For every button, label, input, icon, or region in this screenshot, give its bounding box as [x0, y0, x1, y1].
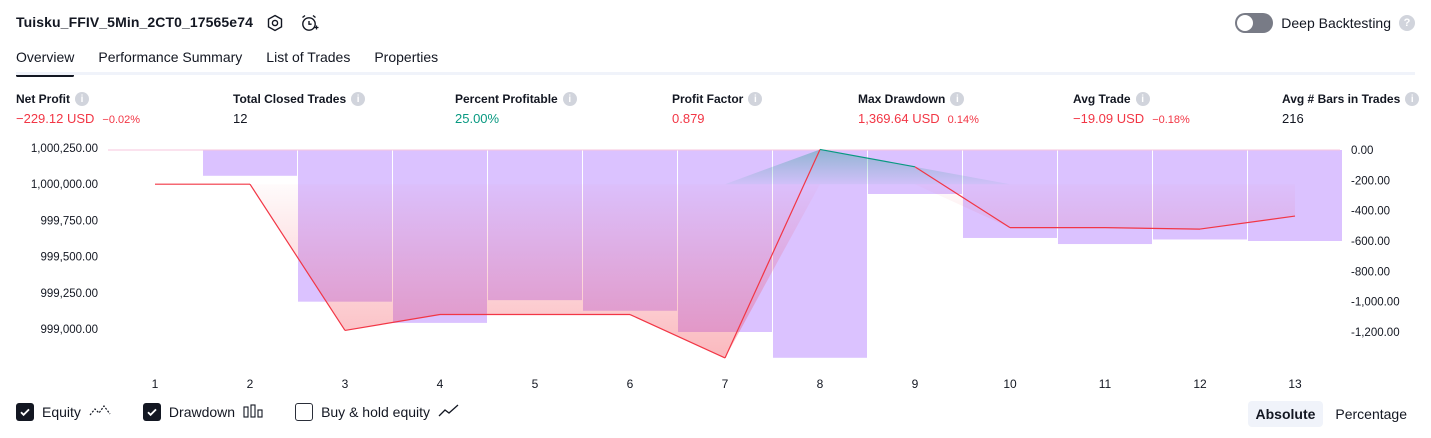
x-axis-tick-label: 9: [912, 377, 919, 391]
equity-segment: [914, 166, 1011, 229]
metric-net-profit: Net Profit i −229.12 USD −0.02%: [16, 92, 140, 126]
x-axis-tick-label: 12: [1193, 377, 1207, 391]
report-tabs: Overview Performance Summary List of Tra…: [16, 45, 462, 77]
x-axis-tick-label: 4: [437, 377, 444, 391]
metric-label: Avg # Bars in Trades: [1282, 92, 1401, 106]
line-chart-icon: [438, 404, 460, 421]
right-axis-tick-label: -200.00: [1351, 175, 1390, 187]
metric-total-closed-trades: Total Closed Trades i 12: [233, 92, 366, 126]
left-axis-tick-label: 999,750.00: [40, 215, 98, 227]
x-axis-tick-label: 1: [152, 377, 159, 391]
tab-list-of-trades[interactable]: List of Trades: [266, 49, 351, 65]
equity-segment: [629, 313, 726, 359]
metric-label: Total Closed Trades: [233, 92, 347, 106]
help-icon[interactable]: ?: [1399, 15, 1415, 31]
tab-performance-summary[interactable]: Performance Summary: [98, 49, 243, 65]
info-icon[interactable]: i: [1405, 92, 1420, 106]
absolute-button[interactable]: Absolute: [1247, 401, 1324, 427]
right-axis-tick-label: 0.00: [1351, 145, 1373, 157]
x-axis-tick-label: 2: [247, 377, 254, 391]
x-axis-tick-label: 3: [342, 377, 349, 391]
drawdown-bar: [203, 150, 297, 176]
right-axis-tick-label: -1,000.00: [1351, 297, 1400, 309]
equity-segment: [1104, 227, 1201, 230]
metric-sub: 0.14%: [947, 114, 979, 126]
metric-value: 25.00%: [455, 111, 500, 126]
metric-profit-factor: Profit Factor i 0.879: [672, 92, 763, 126]
legend-label: Equity: [42, 404, 81, 420]
left-axis-tick-label: 999,500.00: [40, 252, 98, 264]
equity-line-icon: [89, 404, 111, 421]
x-axis-tick-label: 13: [1288, 377, 1302, 391]
equity-checkbox[interactable]: [16, 403, 34, 421]
metric-label: Percent Profitable: [455, 92, 558, 106]
info-icon[interactable]: i: [1135, 92, 1150, 106]
bar-chart-icon: [243, 403, 263, 421]
right-axis-tick-label: -800.00: [1351, 266, 1390, 278]
metric-label: Net Profit: [16, 92, 70, 106]
info-icon[interactable]: i: [950, 92, 965, 106]
metric-sub: −0.18%: [1152, 114, 1190, 126]
x-axis-tick-label: 7: [722, 377, 729, 391]
deep-backtesting-control: Deep Backtesting ?: [1235, 13, 1415, 33]
metric-avg-bars-in-trades: Avg # Bars in Trades i 216: [1282, 92, 1420, 126]
metric-sub: −0.02%: [102, 114, 141, 126]
metric-value: 12: [233, 111, 248, 126]
right-axis-tick-label: -1,200.00: [1351, 327, 1400, 339]
equity-loss-area: [155, 184, 1295, 358]
settings-icon[interactable]: [264, 12, 286, 34]
metric-label: Avg Trade: [1073, 92, 1131, 106]
deep-backtesting-label: Deep Backtesting: [1281, 15, 1391, 31]
tab-properties[interactable]: Properties: [374, 49, 439, 65]
metric-value: 216: [1282, 111, 1304, 126]
equity-segment: [249, 183, 346, 331]
metric-value: 0.879: [672, 111, 705, 126]
metric-max-drawdown: Max Drawdown i 1,369.64 USD 0.14%: [858, 92, 979, 126]
info-icon[interactable]: i: [562, 92, 577, 106]
right-axis-tick-label: -400.00: [1351, 206, 1390, 218]
value-mode-switch: Absolute Percentage: [1247, 401, 1416, 427]
metric-value: −229.12 USD: [16, 111, 95, 126]
toggle-knob: [1237, 15, 1254, 31]
percentage-button[interactable]: Percentage: [1335, 406, 1407, 422]
tab-overview[interactable]: Overview: [16, 45, 86, 77]
chart-legend: Equity Drawdown Buy & hold equity: [16, 403, 460, 421]
x-axis-tick-label: 10: [1003, 377, 1017, 391]
legend-label: Drawdown: [168, 404, 236, 420]
right-axis-tick-label: -600.00: [1351, 236, 1390, 248]
info-icon[interactable]: i: [75, 92, 89, 106]
equity-segment: [344, 313, 441, 332]
x-axis-tick-label: 8: [817, 377, 824, 391]
left-axis-tick-label: 1,000,000.00: [31, 179, 98, 191]
legend-buy-hold-equity[interactable]: Buy & hold equity: [295, 403, 460, 421]
strategy-title: Tuisku_FFIV_5Min_2CT0_17565e74: [16, 14, 253, 30]
equity-segment: [819, 148, 916, 168]
metric-value: −19.09 USD: [1073, 111, 1145, 126]
metric-avg-trade: Avg Trade i −19.09 USD −0.18%: [1073, 92, 1190, 126]
equity-drawdown-chart: 1,000,250.00 1,000,000.00 999,750.00 999,50…: [31, 143, 1400, 391]
drawdown-checkbox[interactable]: [142, 403, 161, 421]
metric-value: 1,369.64 USD: [858, 111, 940, 126]
buy-hold-checkbox[interactable]: [295, 403, 314, 421]
equity-segment: [724, 149, 821, 359]
legend-drawdown[interactable]: Drawdown: [142, 403, 263, 421]
metric-label: Profit Factor: [672, 92, 744, 106]
tab-divider: [16, 72, 1415, 75]
left-axis-tick-label: 999,250.00: [40, 288, 98, 300]
alarm-add-icon[interactable]: [298, 12, 320, 34]
metric-percent-profitable: Percent Profitable i 25.00%: [455, 92, 577, 126]
info-icon[interactable]: i: [748, 92, 763, 106]
left-axis-tick-label: 1,000,250.00: [31, 143, 98, 155]
legend-label: Buy & hold equity: [321, 404, 431, 420]
left-axis-tick-label: 999,000.00: [40, 324, 98, 336]
x-axis-tick-label: 11: [1099, 377, 1112, 391]
metric-label: Max Drawdown: [858, 92, 946, 106]
info-icon[interactable]: i: [351, 92, 366, 106]
x-axis-tick-label: 5: [532, 377, 539, 391]
deep-backtesting-toggle[interactable]: [1235, 13, 1274, 33]
equity-segment: [1199, 215, 1296, 230]
legend-equity[interactable]: Equity: [16, 403, 111, 421]
x-axis-tick-label: 6: [627, 377, 634, 391]
